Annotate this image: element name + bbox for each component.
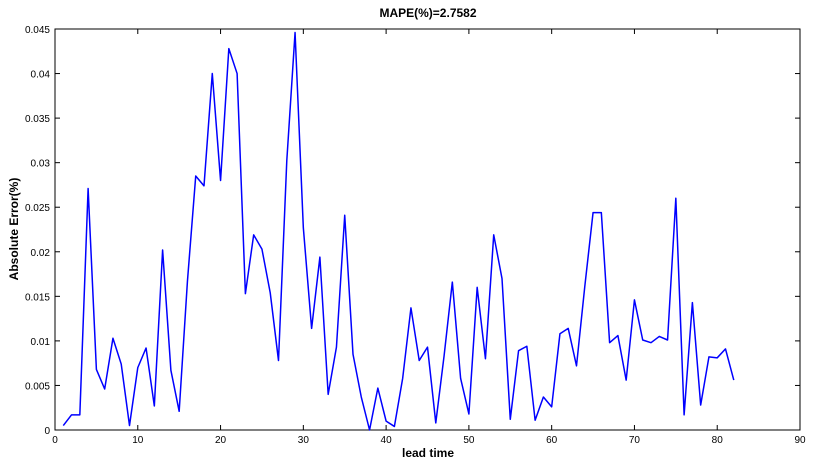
x-tick-label: 90 — [794, 435, 806, 446]
y-tick-label: 0.03 — [31, 159, 51, 170]
y-tick-label: 0.005 — [25, 381, 50, 392]
series-group — [62, 31, 735, 431]
y-tick-label: 0.045 — [25, 25, 50, 36]
x-tick-label: 20 — [215, 435, 227, 446]
y-tick-label: 0.035 — [25, 114, 50, 125]
x-tick-label: 50 — [463, 435, 475, 446]
x-tick-label: 30 — [298, 435, 310, 446]
x-tick-label: 60 — [546, 435, 558, 446]
x-tick-label: 10 — [132, 435, 144, 446]
x-tick-label: 0 — [52, 435, 58, 446]
y-axis: 0 0.005 0.01 0.015 0.02 0.025 0.03 0.035 0.04 0.0… — [25, 25, 800, 437]
y-tick-label: 0 — [44, 426, 50, 437]
series-line — [62, 31, 735, 431]
x-tick-label: 80 — [712, 435, 724, 446]
x-tick-label: 40 — [381, 435, 393, 446]
plot-area — [54, 28, 801, 431]
y-tick-label: 0.01 — [31, 337, 51, 348]
y-tick-label: 0.015 — [25, 292, 50, 303]
y-tick-label: 0.02 — [31, 248, 51, 259]
x-tick-label: 70 — [629, 435, 641, 446]
chart-title: MAPE(%)=2.7582 — [379, 6, 476, 20]
y-tick-label: 0.025 — [25, 203, 50, 214]
y-tick-label: 0.04 — [31, 70, 51, 81]
y-axis-label: Absolute Error(%) — [7, 178, 21, 281]
x-axis-label: lead time — [402, 446, 454, 460]
x-axis: 0 10 20 30 40 50 60 70 80 90 — [52, 29, 806, 446]
